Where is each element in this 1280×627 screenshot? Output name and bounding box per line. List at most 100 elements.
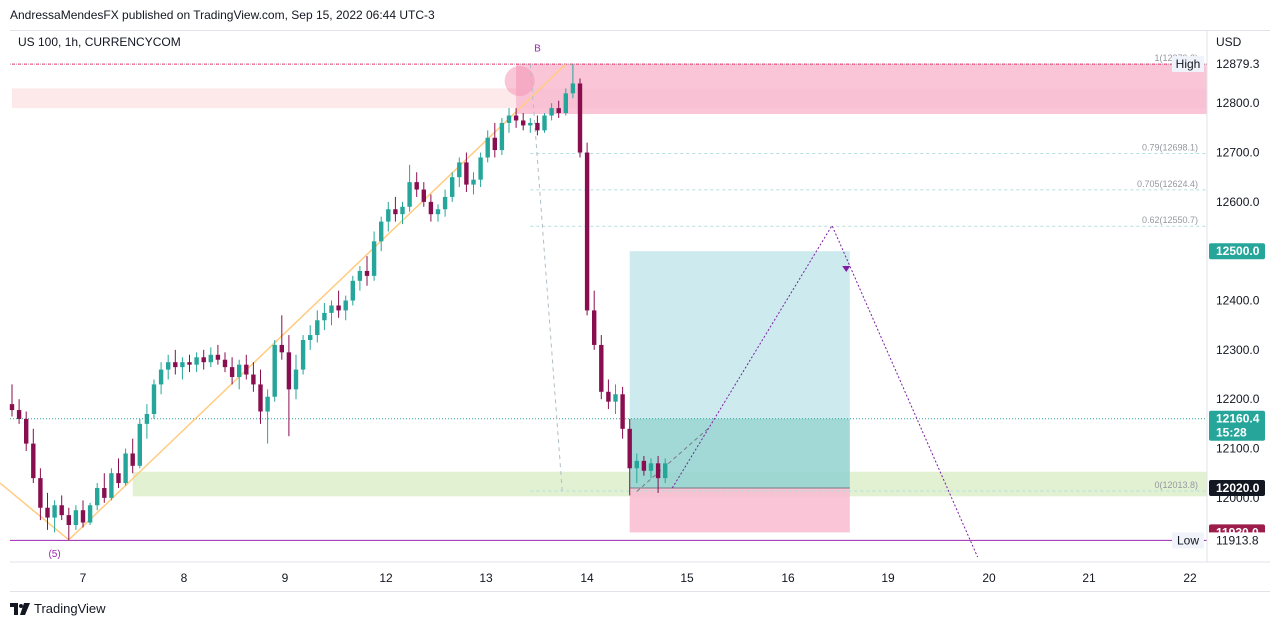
trend-line	[68, 63, 567, 541]
candle	[478, 152, 483, 188]
candle	[627, 418, 632, 496]
candle	[95, 483, 100, 511]
candle	[59, 495, 64, 521]
price-tag-label: 12020.0	[1216, 481, 1260, 495]
candle	[357, 266, 363, 291]
candle	[52, 500, 57, 533]
projection-path	[671, 224, 979, 558]
price-tag-bg	[1209, 532, 1265, 549]
currency-label: USD	[1216, 35, 1242, 49]
candle	[251, 362, 256, 392]
candle	[9, 384, 15, 417]
candle	[435, 204, 441, 222]
candle	[258, 369, 263, 424]
price-tag-bg	[1209, 410, 1265, 441]
chart-frame	[10, 30, 1270, 592]
fib-level-label: 0.705(12624.4)	[1137, 179, 1198, 189]
fib-level-label: 0.62(12550.7)	[1142, 215, 1198, 225]
candle	[80, 500, 86, 528]
candle	[201, 349, 206, 370]
symbol-legend[interactable]: US 100, 1h, CURRENCYCOM	[18, 35, 181, 49]
price-tag-bg	[1209, 480, 1265, 496]
publisher-bar: AndressaMendesFX published on TradingVie…	[0, 0, 1280, 30]
top-highlight	[504, 66, 535, 96]
stop-zone	[629, 488, 850, 533]
wave-label: B	[534, 43, 541, 54]
tradingview-logo-icon	[10, 602, 30, 615]
candle	[322, 303, 327, 331]
candle	[16, 399, 22, 424]
y-tick-label: 12400.0	[1216, 294, 1260, 308]
candle	[194, 352, 199, 373]
x-tick-label: 16	[781, 571, 795, 585]
candle	[180, 357, 185, 380]
candle	[293, 354, 299, 400]
candle	[364, 256, 370, 286]
x-tick-label: 19	[881, 571, 895, 585]
candle	[641, 455, 647, 476]
candle	[535, 115, 540, 136]
candle	[87, 502, 93, 525]
candle	[428, 194, 434, 222]
candle	[166, 354, 171, 380]
candle	[286, 335, 292, 437]
candle	[38, 468, 43, 521]
fib-level-label: 0(12013.8)	[1154, 480, 1198, 490]
candle	[222, 352, 228, 373]
candle	[606, 379, 611, 410]
y-tick-label: 12700.0	[1216, 146, 1260, 160]
candle	[400, 201, 405, 225]
side-label-bg	[1172, 56, 1204, 73]
footer-brand[interactable]: TradingView	[10, 601, 106, 616]
candle	[24, 411, 29, 451]
brand-label: TradingView	[34, 601, 106, 616]
candle	[371, 231, 377, 281]
candle	[350, 275, 355, 306]
side-label-bg	[1172, 532, 1204, 549]
filled-profit-zone	[629, 418, 850, 488]
candle	[599, 335, 604, 400]
y-tick-label: 12200.0	[1216, 392, 1260, 406]
candle	[521, 113, 526, 131]
x-tick-label: 15	[680, 571, 694, 585]
candle	[208, 347, 213, 368]
candle	[471, 172, 476, 195]
candle	[421, 182, 426, 207]
candle	[151, 379, 157, 419]
candle	[315, 310, 320, 343]
candle	[144, 404, 150, 439]
mini-retracement-line	[636, 428, 709, 492]
price-tag-bg	[1209, 243, 1265, 260]
x-tick-label: 20	[982, 571, 996, 585]
candle	[549, 103, 554, 121]
candle	[229, 357, 235, 385]
candle	[563, 88, 568, 116]
price-axis	[1207, 31, 1270, 562]
price-tag-label: 12160.4	[1216, 412, 1260, 426]
candle	[279, 315, 284, 360]
candle	[450, 172, 455, 202]
candle	[300, 335, 306, 375]
candle	[265, 389, 270, 444]
publisher-line: AndressaMendesFX published on TradingVie…	[10, 8, 435, 22]
candle	[379, 216, 384, 252]
candle	[584, 142, 590, 316]
candle	[329, 300, 334, 326]
candle	[343, 295, 348, 321]
price-tag-label: 12879.3	[1216, 57, 1260, 71]
candle	[513, 108, 519, 128]
candle	[272, 340, 277, 402]
side-label: Low	[1177, 533, 1199, 547]
candle	[123, 448, 128, 486]
wave-label: (5)	[48, 549, 60, 560]
price-tag-sub: 15:28	[1216, 426, 1247, 440]
side-label: High	[1176, 57, 1201, 71]
y-tick-label: 12800.0	[1216, 96, 1260, 110]
candle	[542, 113, 547, 133]
x-tick-label: 12	[379, 571, 393, 585]
candle	[393, 196, 398, 222]
y-tick-label: 12100.0	[1216, 442, 1260, 456]
projection-arrow-icon	[842, 266, 851, 272]
candle	[386, 201, 391, 232]
